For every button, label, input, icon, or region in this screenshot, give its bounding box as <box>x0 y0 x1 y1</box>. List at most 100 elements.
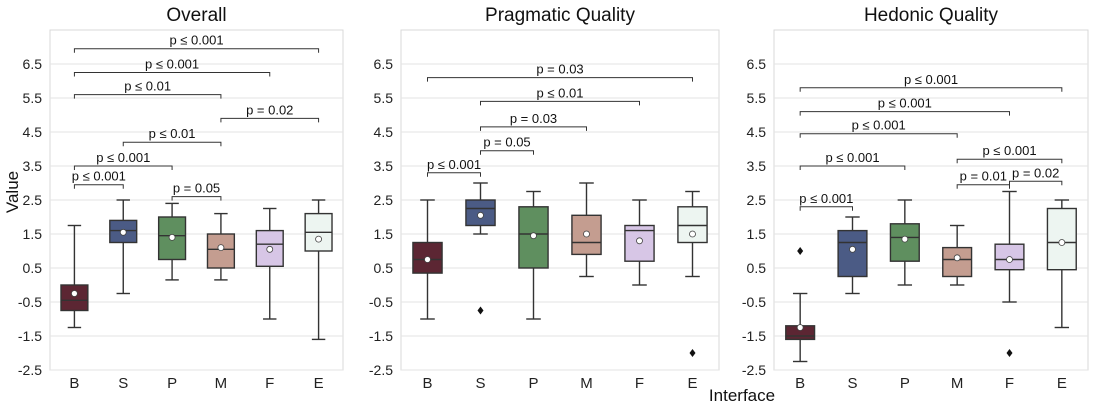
box-m <box>942 246 973 278</box>
significance-bracket <box>427 172 481 177</box>
box-s <box>837 229 868 278</box>
x-tick-label: E <box>687 375 697 392</box>
y-tick-label: -0.5 <box>742 294 766 310</box>
significance-bracket <box>799 87 1063 92</box>
mean-marker <box>1058 239 1066 246</box>
y-tick-label: 5.5 <box>23 90 43 106</box>
y-tick-label: 6.5 <box>23 56 43 72</box>
significance-bracket <box>73 184 124 189</box>
significance-bracket <box>122 141 222 147</box>
outlier-marker <box>1006 349 1013 357</box>
y-tick-label: 1.5 <box>374 226 394 242</box>
y-tick-label: 4.5 <box>23 124 43 140</box>
y-tick-label: 3.5 <box>374 158 394 174</box>
mean-marker <box>315 235 322 243</box>
significance-label: p ≤ 0.001 <box>982 143 1036 158</box>
mean-marker <box>168 233 176 241</box>
mean-marker <box>119 228 127 236</box>
mean-marker <box>636 237 643 245</box>
y-tick-label: 5.5 <box>374 90 394 106</box>
outlier-marker <box>477 306 484 315</box>
y-tick-label: -2.5 <box>742 362 766 378</box>
y-tick-label: 0.5 <box>747 260 767 276</box>
y-tick-label: 3.5 <box>23 158 43 174</box>
chart-title: Pragmatic Quality <box>485 5 635 26</box>
x-tick-label: P <box>528 375 538 392</box>
x-tick-label: F <box>265 375 274 392</box>
y-tick-label: 3.5 <box>747 158 767 174</box>
significance-label: p ≤ 0.001 <box>169 33 223 48</box>
significance-label: p ≤ 0.001 <box>825 150 879 165</box>
significance-label: p ≤ 0.01 <box>124 79 171 94</box>
significance-label: p ≤ 0.001 <box>878 96 932 111</box>
mean-marker <box>689 230 696 238</box>
mean-marker <box>901 235 909 243</box>
mean-marker <box>477 211 484 219</box>
significance-label: p ≤ 0.001 <box>145 57 199 72</box>
x-tick-label: B <box>795 375 805 392</box>
significance-bracket <box>956 184 1010 189</box>
mean-marker <box>583 230 590 238</box>
panel-pragmatic-quality: -2.5 -1.5 -0.5 0.5 1.5 2.5 3.5 4.5 5.5 6.5 Pragmat… <box>369 5 720 392</box>
y-tick-label: 0.5 <box>374 260 394 276</box>
significance-label: p ≤ 0.001 <box>72 169 126 184</box>
mean-marker <box>424 256 431 263</box>
y-tick-label: -2.5 <box>18 362 42 378</box>
chart-title: Overall <box>166 5 226 26</box>
y-tick-label: 2.5 <box>747 192 767 208</box>
significance-bracket <box>480 150 534 155</box>
significance-bracket <box>1009 180 1063 186</box>
significance-label: p ≤ 0.001 <box>904 72 958 87</box>
mean-marker <box>217 244 225 252</box>
significance-bracket <box>73 165 173 170</box>
significance-bracket <box>799 111 1010 116</box>
significance-bracket <box>73 94 222 99</box>
panel-overall: -2.5 -1.5 -0.5 0.5 1.5 2.5 3.5 4.5 5.5 6.5 Overall… <box>18 5 344 392</box>
mean-marker <box>796 324 804 331</box>
x-axis-label: Interface <box>709 386 775 405</box>
significance-label: p = 0.05 <box>483 135 530 150</box>
y-tick-label: 6.5 <box>747 56 767 72</box>
significance-label: p ≤ 0.001 <box>852 118 906 133</box>
y-tick-label: -0.5 <box>18 294 42 310</box>
x-tick-label: F <box>635 375 644 392</box>
significance-label: p ≤ 0.001 <box>427 157 481 172</box>
y-tick-label: 6.5 <box>374 56 394 72</box>
mean-marker <box>1006 256 1013 263</box>
significance-label: p = 0.02 <box>1012 165 1059 180</box>
x-tick-label: S <box>847 375 857 392</box>
panel-hedonic-quality: -2.5 -1.5 -0.5 0.5 1.5 2.5 3.5 4.5 5.5 6.5 Hedonic… <box>742 5 1089 392</box>
x-tick-label: M <box>951 375 964 392</box>
significance-bracket <box>480 126 587 131</box>
x-tick-label: S <box>475 375 485 392</box>
outlier-marker <box>797 247 804 255</box>
y-tick-label: -1.5 <box>369 328 393 344</box>
y-tick-label: -1.5 <box>18 328 42 344</box>
mean-marker <box>266 245 274 253</box>
mean-marker <box>953 254 961 262</box>
x-tick-label: S <box>118 375 128 392</box>
significance-bracket <box>956 158 1063 164</box>
x-tick-label: P <box>167 375 177 392</box>
y-tick-label: -1.5 <box>742 328 766 344</box>
x-tick-label: E <box>314 375 324 392</box>
x-tick-label: M <box>215 375 228 392</box>
significance-bracket <box>427 77 693 82</box>
significance-bracket <box>220 117 320 123</box>
y-tick-label: 2.5 <box>374 192 394 208</box>
significance-label: p = 0.02 <box>246 102 293 117</box>
y-tick-label: 4.5 <box>747 124 767 140</box>
box-b <box>60 284 89 312</box>
significance-bracket <box>73 48 320 53</box>
y-tick-label: 0.5 <box>23 260 43 276</box>
x-tick-label: B <box>422 375 432 392</box>
mean-marker <box>71 290 78 297</box>
y-tick-label: 5.5 <box>747 90 767 106</box>
x-tick-label: P <box>900 375 910 392</box>
y-tick-label: 1.5 <box>747 226 767 242</box>
x-tick-label: F <box>1005 375 1014 392</box>
significance-bracket <box>799 133 958 138</box>
significance-bracket <box>171 196 222 201</box>
significance-label: p = 0.05 <box>173 181 220 196</box>
